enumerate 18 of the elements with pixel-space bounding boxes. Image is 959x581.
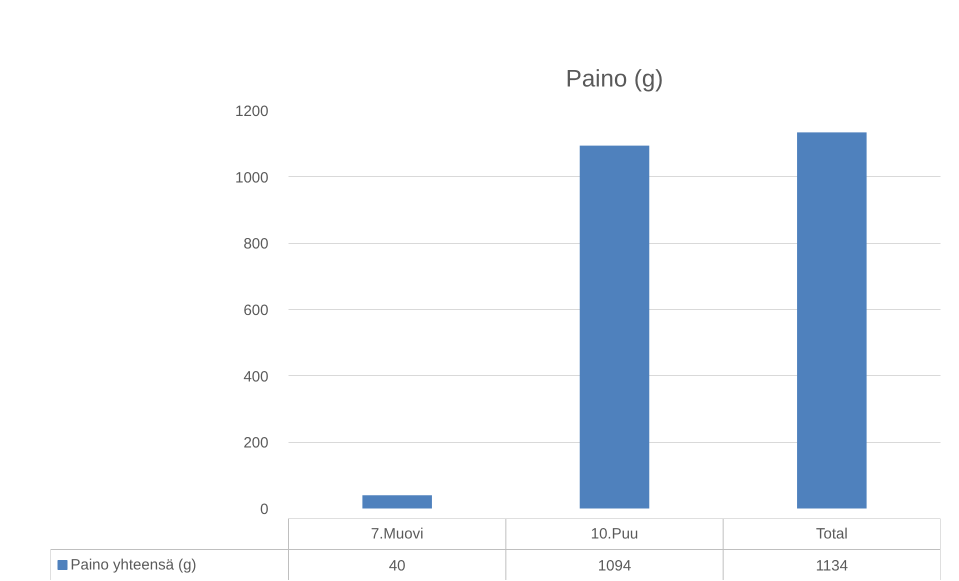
x-tick-label: 7.Muovi — [370, 526, 424, 542]
y-tick-label: 400 — [243, 368, 269, 386]
y-tick-label: 800 — [243, 236, 269, 253]
x-tick-label: 10.Puu — [590, 526, 638, 542]
y-tick-label: 600 — [243, 302, 269, 319]
legend-label: Paino yhteensä (g) — [70, 556, 196, 574]
data-label: 40 — [388, 558, 406, 574]
bar — [580, 146, 650, 508]
chart-title: Paino (g) — [566, 66, 664, 92]
bar — [797, 132, 867, 508]
y-tick-label: 200 — [243, 434, 269, 452]
x-tick-label: Total — [816, 526, 848, 542]
data-label: 1134 — [816, 558, 848, 574]
y-tick-label: 1200 — [235, 103, 269, 120]
y-tick-label: 1000 — [235, 169, 269, 186]
y-tick-label: 0 — [260, 501, 268, 518]
data-label: 1094 — [598, 558, 632, 574]
bar — [362, 495, 432, 508]
